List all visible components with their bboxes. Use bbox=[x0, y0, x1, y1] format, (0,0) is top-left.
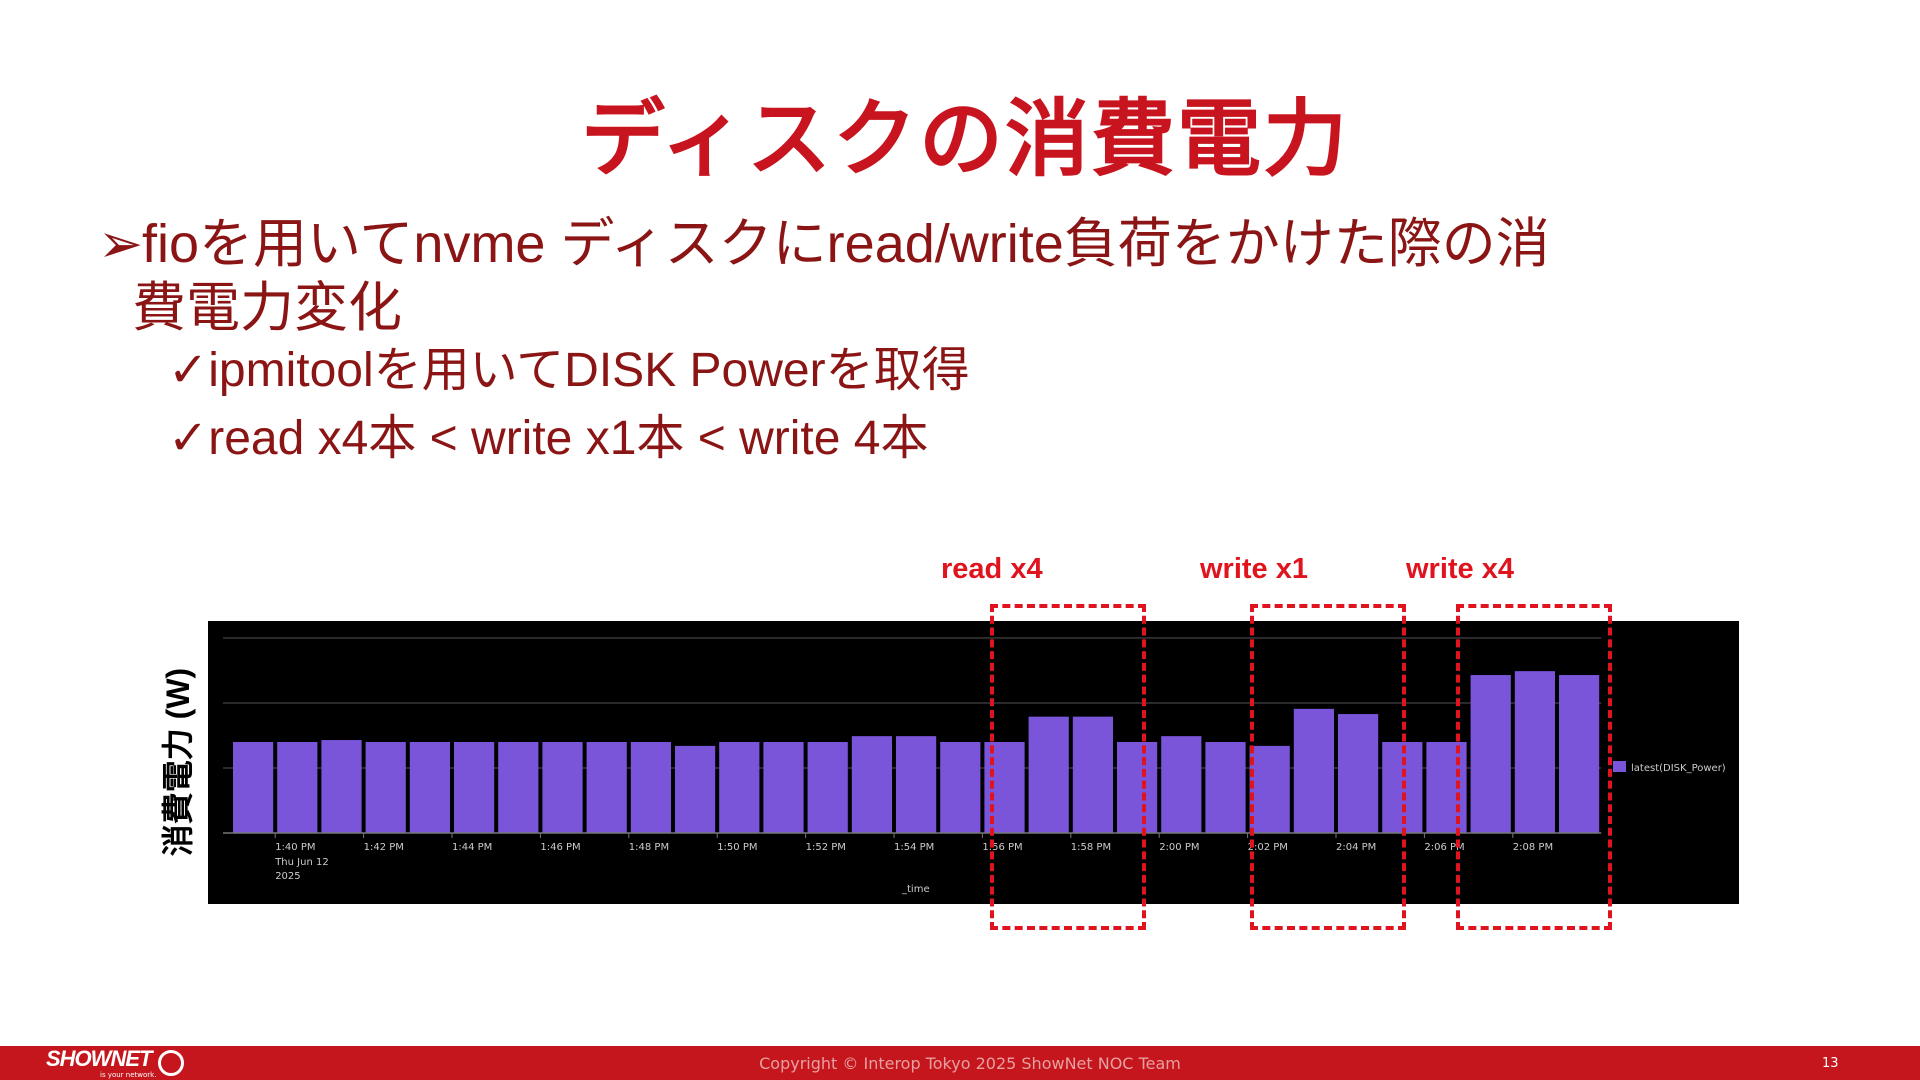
x-tick-label: 1:40 PM bbox=[275, 842, 315, 853]
x-tick-label: 1:54 PM bbox=[894, 842, 934, 853]
sub-bullet: ✓read x4本 < write x1本 < write 4本 bbox=[168, 410, 928, 468]
bar bbox=[940, 742, 981, 833]
bar bbox=[1249, 745, 1290, 833]
y-axis-label: 消費電力 (W) bbox=[160, 667, 196, 857]
bar bbox=[1338, 714, 1379, 833]
sub-bullet-text: read x4本 < write x1本 < write 4本 bbox=[208, 412, 929, 465]
annotation-write-x4: write x4 bbox=[1406, 553, 1514, 585]
bar bbox=[277, 742, 318, 833]
bar bbox=[498, 742, 539, 833]
bar bbox=[542, 742, 583, 833]
bar bbox=[630, 742, 671, 833]
check-icon: ✓ bbox=[168, 344, 209, 397]
bar bbox=[365, 742, 406, 833]
bar bbox=[1559, 675, 1600, 833]
annotation-read-x4: read x4 bbox=[941, 553, 1043, 585]
legend-swatch bbox=[1613, 761, 1626, 772]
bar bbox=[807, 742, 848, 833]
arrow-bullet-icon: ➢ bbox=[98, 214, 144, 274]
bar bbox=[321, 740, 362, 833]
x-axis-title: _time bbox=[901, 884, 930, 895]
bar bbox=[896, 736, 937, 833]
check-icon: ✓ bbox=[168, 412, 209, 465]
highlight-box-write-x4 bbox=[1456, 604, 1612, 930]
shownet-logo: SHOWNET bbox=[46, 1046, 152, 1071]
bar bbox=[1470, 675, 1511, 833]
bar bbox=[719, 742, 760, 833]
bar bbox=[675, 745, 716, 833]
bar bbox=[233, 742, 274, 833]
bar bbox=[1028, 716, 1069, 833]
bar-chart: 1:40 PM 1:42 PM 1:44 PM 1:46 PM 1:48 PM 1:50 … bbox=[208, 621, 1739, 904]
sub-bullet-text: ipmitoolを用いてDISK Powerを取得 bbox=[208, 344, 970, 397]
sub-bullet: ✓ipmitoolを用いてDISK Powerを取得 bbox=[168, 342, 970, 400]
bar bbox=[409, 742, 450, 833]
highlight-box-read-x4 bbox=[990, 604, 1146, 930]
main-bullet: ➢ fioを用いてnvme ディスクにread/write負荷をかけた際の消 費… bbox=[98, 212, 1898, 340]
logo-circle-icon bbox=[158, 1050, 184, 1076]
legend-label: latest(DISK_Power) bbox=[1631, 763, 1726, 774]
x-tick-label: 1:56 PM bbox=[982, 842, 1022, 853]
bar bbox=[454, 742, 495, 833]
x-tick-label: 1:52 PM bbox=[806, 842, 846, 853]
highlight-box-write-x1 bbox=[1250, 604, 1406, 930]
bar bbox=[1161, 736, 1202, 833]
bar bbox=[1072, 716, 1113, 833]
bar bbox=[1514, 671, 1555, 833]
x-tick-label: 1:46 PM bbox=[540, 842, 580, 853]
x-tick-label: 1:44 PM bbox=[452, 842, 492, 853]
bullet-line-1: fioを用いてnvme ディスクにread/write負荷をかけた際の消 bbox=[142, 214, 1550, 274]
x-tick-label: 2:02 PM bbox=[1248, 842, 1288, 853]
logo-tagline: is your network. bbox=[100, 1071, 157, 1079]
x-tick-label: 1:50 PM bbox=[717, 842, 757, 853]
bullet-line-2: 費電力変化 bbox=[132, 278, 402, 338]
date-label: 2025 bbox=[275, 871, 300, 882]
annotation-write-x1: write x1 bbox=[1200, 553, 1308, 585]
bar bbox=[763, 742, 804, 833]
slide-title: ディスクの消費電力 bbox=[580, 90, 1350, 188]
bar bbox=[1205, 742, 1246, 833]
footer: SHOWNET is your network. Copyright © Int… bbox=[0, 1046, 1920, 1080]
x-tick-label: 1:48 PM bbox=[629, 842, 669, 853]
x-tick-label: 2:06 PM bbox=[1424, 842, 1464, 853]
page-number: 13 bbox=[1822, 1056, 1839, 1071]
date-label: Thu Jun 12 bbox=[274, 857, 329, 868]
x-tick-label: 2:04 PM bbox=[1336, 842, 1376, 853]
copyright: Copyright © Interop Tokyo 2025 ShowNet N… bbox=[759, 1054, 1181, 1073]
x-tick-label: 1:42 PM bbox=[364, 842, 404, 853]
x-tick-label: 1:58 PM bbox=[1071, 842, 1111, 853]
x-tick-label: 2:00 PM bbox=[1159, 842, 1199, 853]
bar bbox=[851, 736, 892, 833]
bar bbox=[1293, 708, 1334, 833]
bar bbox=[586, 742, 627, 833]
chart-svg: 1:40 PM 1:42 PM 1:44 PM 1:46 PM 1:48 PM 1:50 … bbox=[223, 637, 1726, 895]
x-tick-label: 2:08 PM bbox=[1513, 842, 1553, 853]
bar bbox=[1117, 742, 1158, 833]
